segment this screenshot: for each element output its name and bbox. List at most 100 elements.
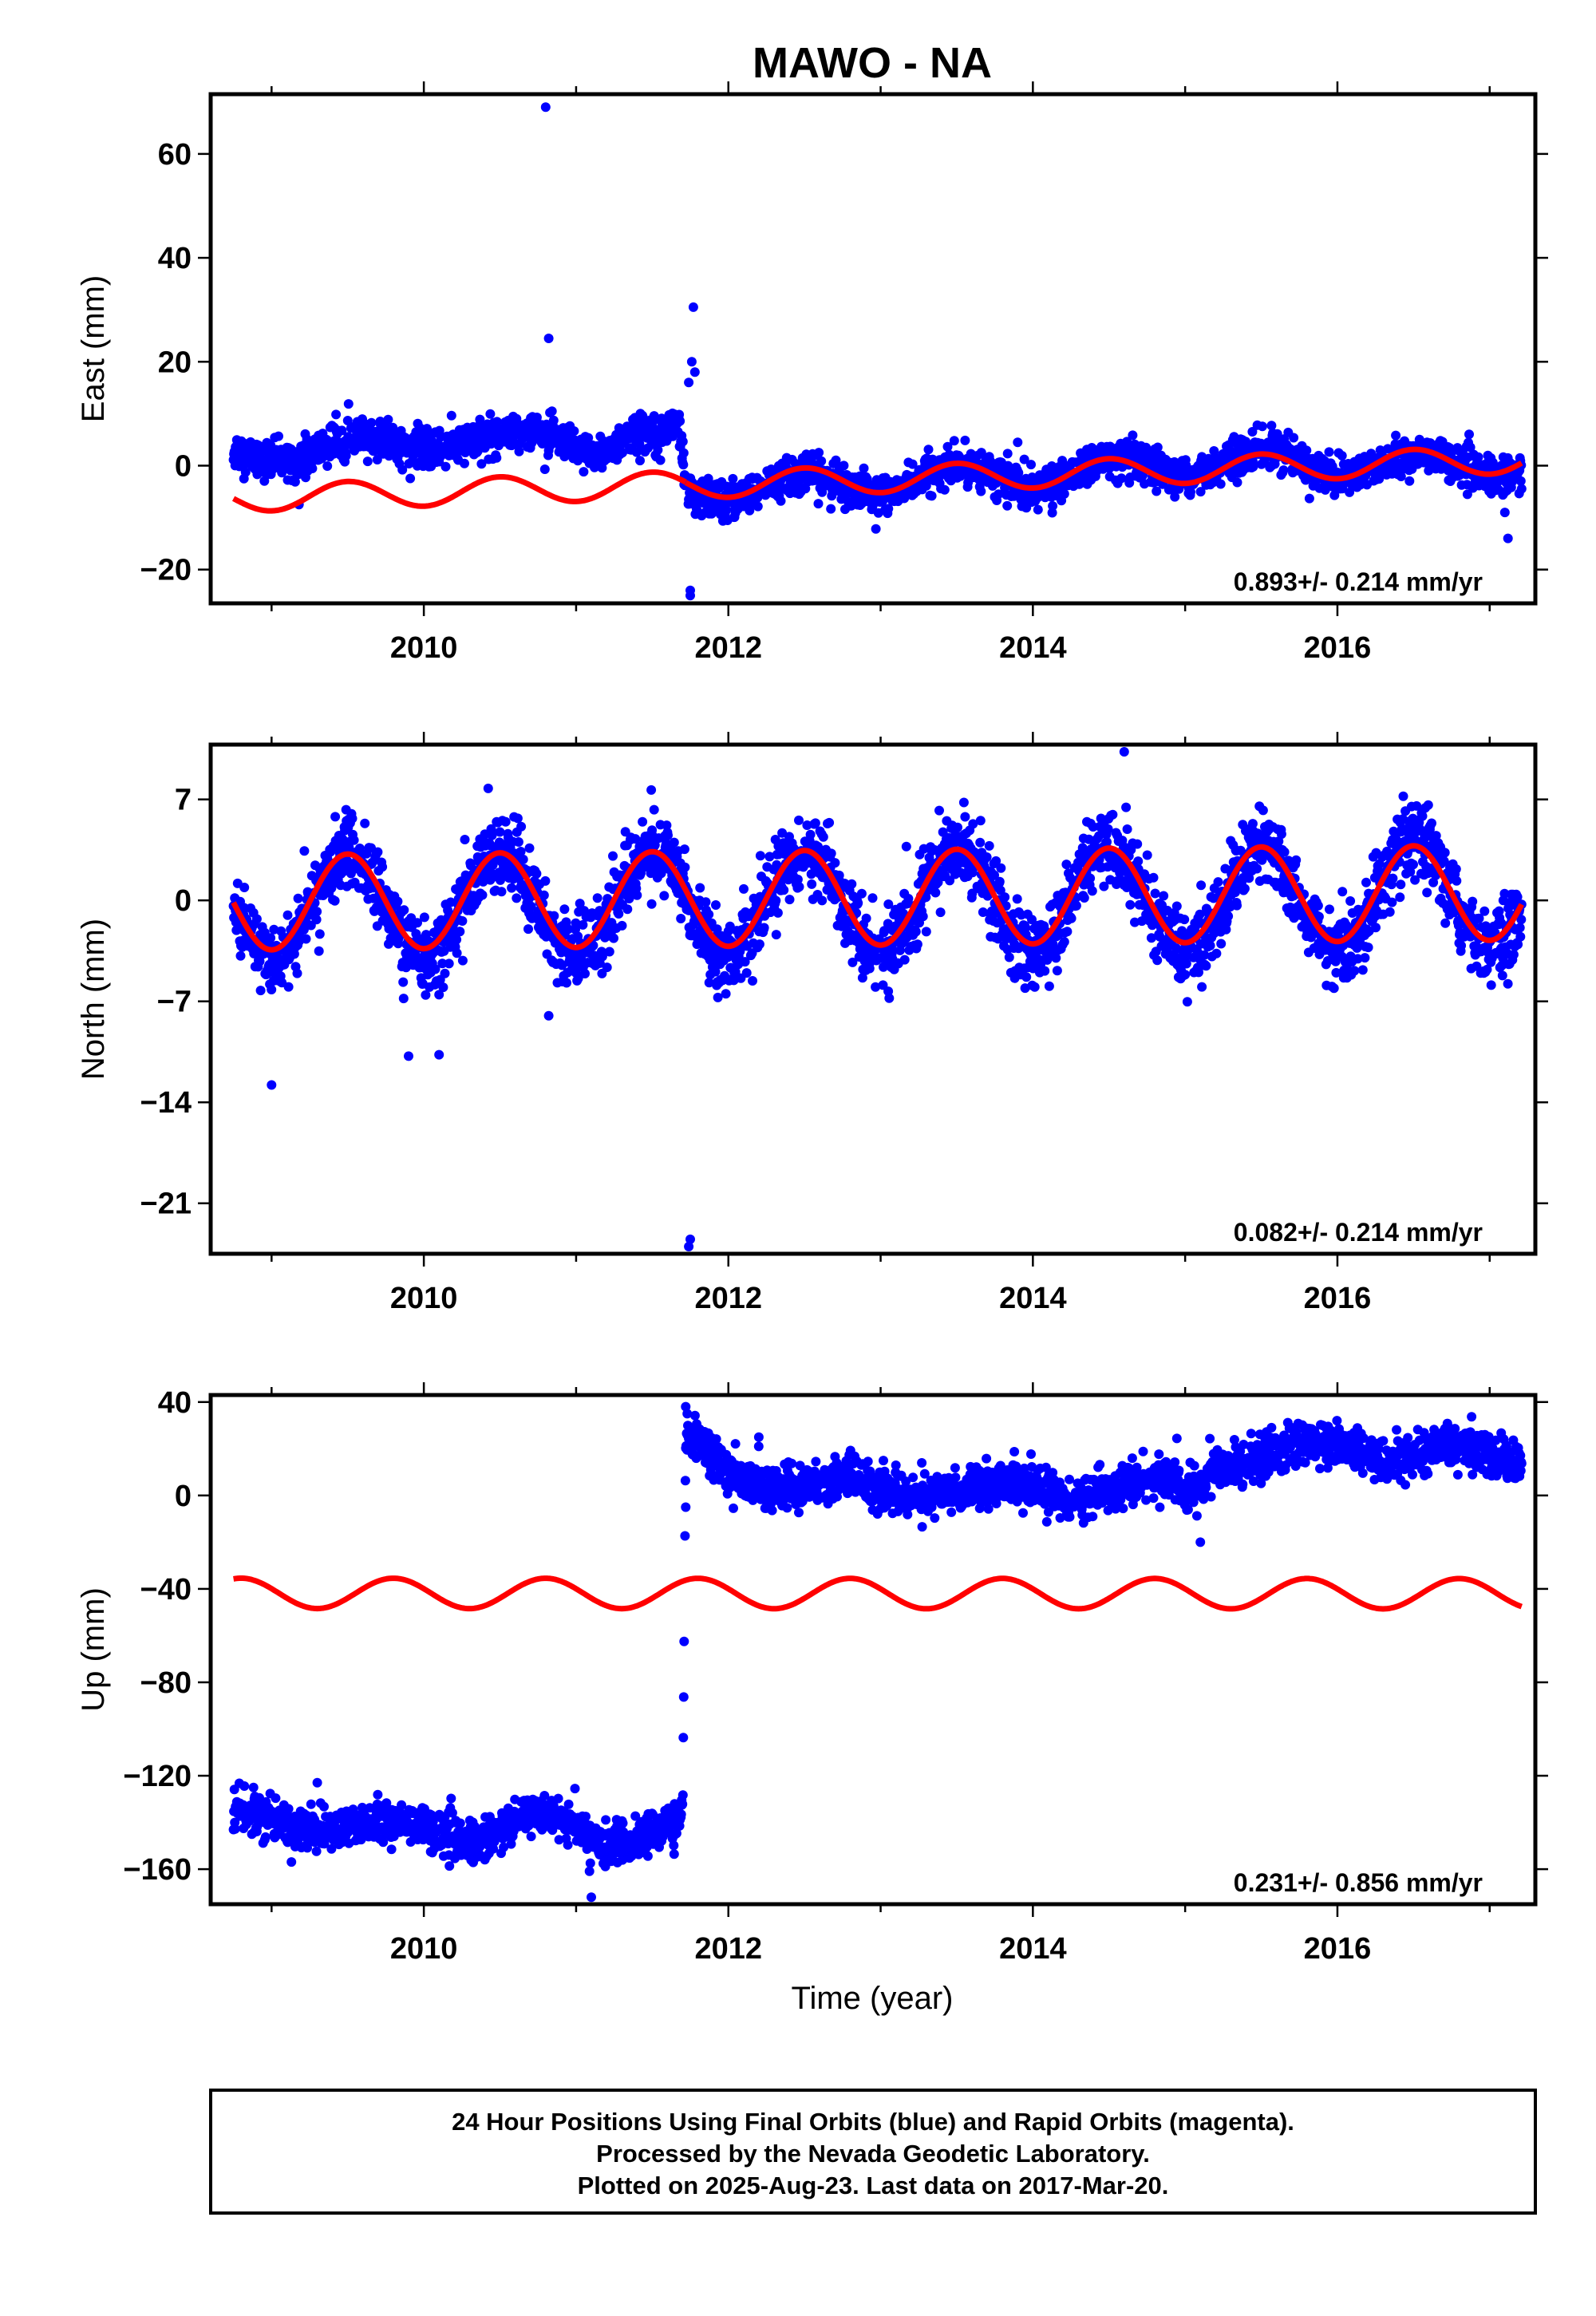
data-point — [967, 888, 978, 899]
data-point — [362, 456, 373, 467]
data-point — [1026, 460, 1036, 470]
data-point — [1079, 893, 1089, 903]
data-point — [1099, 881, 1109, 891]
data-point — [679, 844, 689, 855]
data-point — [1179, 915, 1190, 925]
data-point — [457, 916, 468, 926]
x-tick-label: 2010 — [390, 631, 458, 665]
data-point — [638, 816, 648, 827]
data-point — [960, 812, 970, 822]
data-point — [741, 968, 752, 978]
data-point — [1042, 954, 1053, 964]
data-point — [1021, 972, 1032, 982]
outlier-point — [688, 302, 698, 312]
data-point — [824, 817, 835, 828]
data-point — [918, 911, 928, 922]
data-point — [663, 830, 673, 840]
data-point — [1248, 461, 1258, 472]
data-point — [771, 895, 781, 906]
data-point — [452, 935, 462, 945]
data-point — [531, 868, 542, 879]
data-point — [500, 816, 511, 827]
data-point — [1128, 430, 1138, 441]
data-point — [776, 496, 786, 506]
data-point — [695, 883, 705, 893]
data-point — [883, 899, 894, 909]
data-point — [960, 435, 970, 445]
data-point — [1019, 454, 1029, 464]
data-point — [398, 994, 409, 1004]
data-point — [1013, 468, 1024, 478]
data-point — [856, 888, 867, 899]
data-point — [405, 473, 416, 484]
data-point — [393, 896, 403, 907]
data-point — [1132, 839, 1143, 849]
outlier-point — [684, 377, 694, 388]
data-point — [512, 893, 522, 903]
data-point — [721, 505, 732, 516]
data-point — [299, 846, 310, 856]
data-point — [975, 837, 986, 848]
data-point — [713, 992, 723, 1002]
data-point — [512, 813, 523, 824]
data-point — [235, 951, 246, 961]
data-point — [1171, 901, 1182, 911]
data-point — [1197, 982, 1207, 992]
data-point — [457, 955, 468, 966]
data-point — [839, 879, 850, 888]
data-point — [251, 914, 262, 924]
data-point — [826, 848, 836, 859]
data-point — [524, 843, 535, 853]
data-point — [588, 940, 598, 951]
data-point — [818, 832, 828, 842]
data-point — [646, 899, 657, 909]
data-point — [597, 463, 607, 473]
data-point — [1108, 809, 1118, 820]
data-point — [678, 437, 688, 447]
data-point — [1337, 451, 1347, 460]
data-point — [1515, 476, 1526, 486]
data-point — [1247, 427, 1258, 437]
data-point — [547, 406, 557, 417]
data-point — [255, 986, 266, 996]
data-point — [1304, 493, 1314, 504]
east-rate-label: 0.893+/- 0.214 mm/yr — [1234, 567, 1483, 596]
data-point — [794, 815, 804, 825]
data-point — [911, 927, 921, 937]
data-point — [930, 887, 941, 898]
data-point — [1196, 880, 1207, 891]
data-point — [1130, 917, 1140, 927]
data-point — [283, 982, 294, 992]
data-point — [539, 890, 549, 900]
data-point — [559, 904, 570, 915]
data-point — [701, 897, 711, 907]
data-point — [1047, 508, 1057, 518]
data-point — [847, 957, 858, 967]
data-point — [921, 927, 931, 937]
data-point — [994, 876, 1005, 887]
data-point — [953, 822, 962, 832]
data-point — [421, 990, 431, 1000]
data-point — [1329, 490, 1340, 500]
data-point — [655, 455, 666, 465]
data-point — [440, 461, 451, 472]
figure-title: MAWO - NA — [753, 39, 992, 87]
data-point — [267, 985, 277, 994]
data-point — [444, 958, 454, 969]
data-point — [518, 854, 528, 864]
data-point — [307, 464, 318, 473]
data-point — [772, 860, 782, 870]
y-tick-label: 60 — [158, 138, 192, 172]
data-point — [810, 818, 820, 828]
data-point — [859, 463, 869, 473]
data-point — [1003, 460, 1013, 471]
data-point — [440, 968, 450, 978]
data-point — [1404, 476, 1415, 486]
data-point — [1170, 492, 1180, 502]
data-point — [958, 797, 969, 808]
data-point — [669, 837, 679, 848]
data-point — [662, 820, 672, 831]
data-point — [1062, 927, 1073, 937]
data-point — [1182, 997, 1192, 1007]
